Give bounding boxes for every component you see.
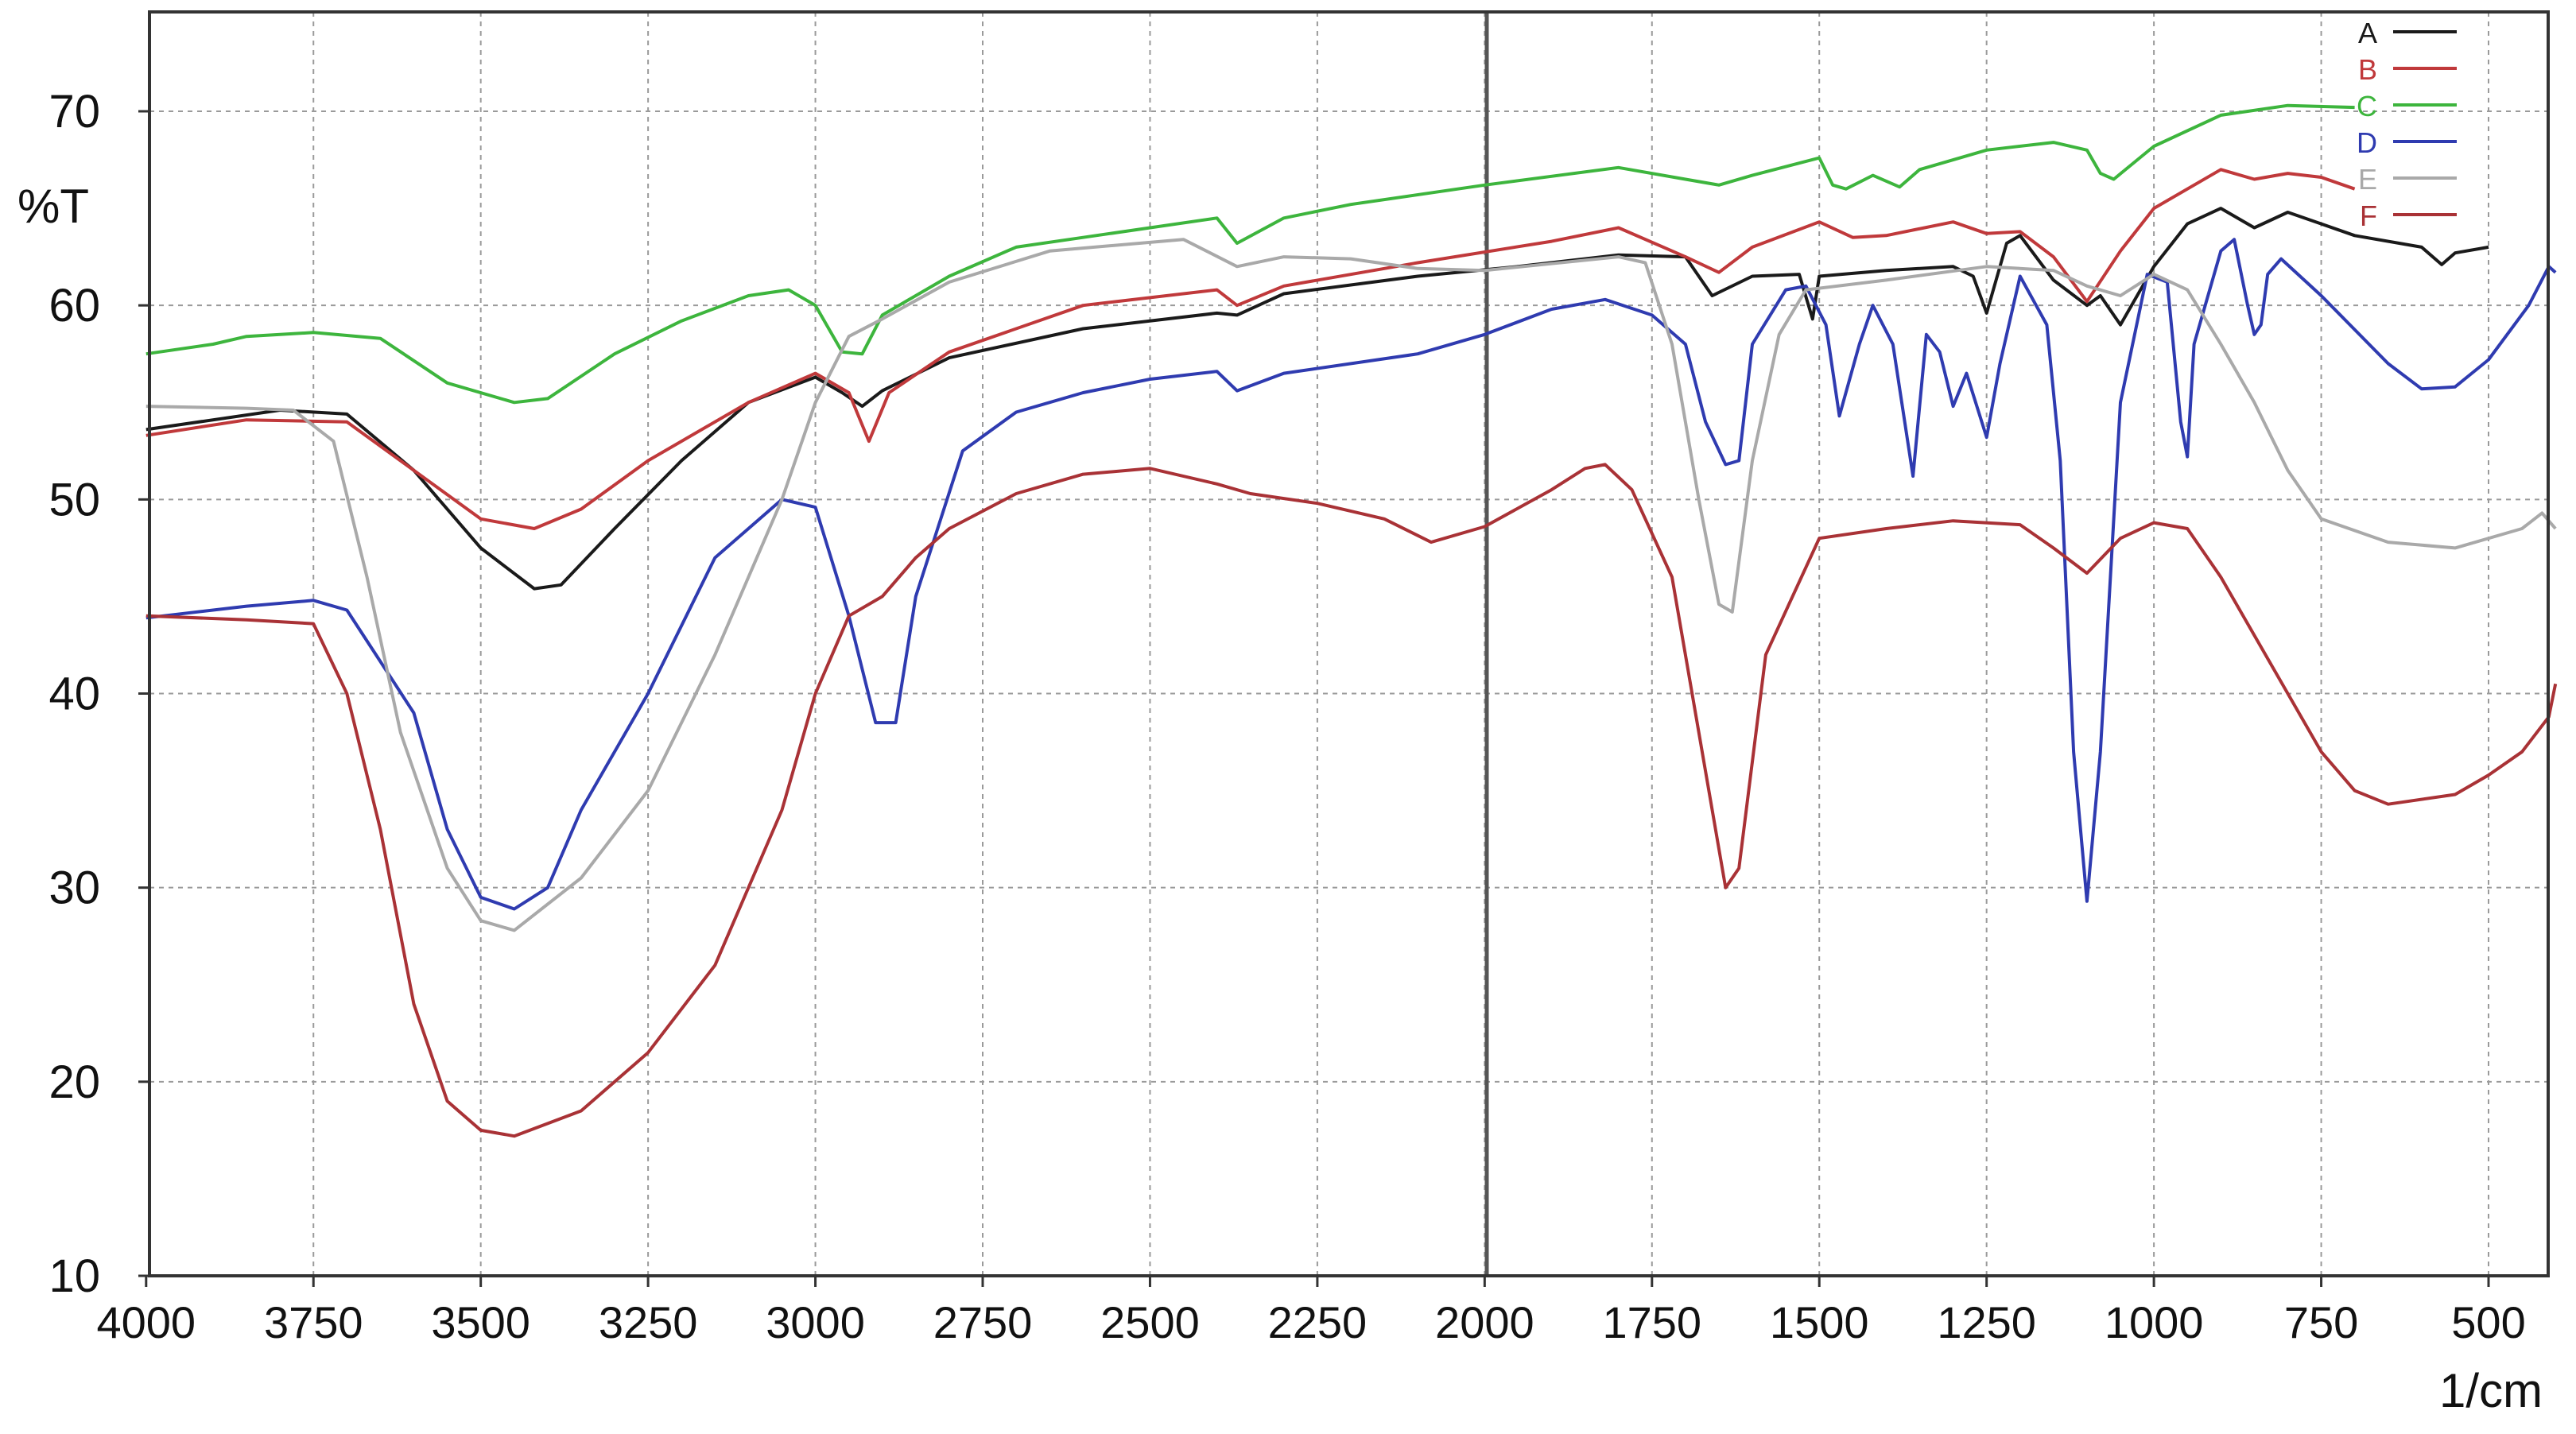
grid (149, 12, 2548, 1276)
y-tick-label: 30 (48, 862, 100, 914)
x-tick-label: 1500 (1770, 1297, 1869, 1347)
x-tick-label: 750 (2284, 1297, 2358, 1347)
series-line-c (145, 103, 2355, 405)
x-tick-label: 1250 (1937, 1297, 2036, 1347)
y-tick-label: 70 (48, 86, 100, 138)
y-tick-label: 20 (48, 1056, 100, 1108)
series-line-d (145, 238, 2557, 911)
series-line-b (145, 168, 2356, 530)
series-layer (145, 103, 2558, 1138)
x-ticks: 4000 3750 3500 3250 3000 2750 2500 2250 2000 1750… (97, 1276, 2526, 1347)
x-tick-label: 3250 (599, 1297, 698, 1347)
x-tick-label: 1000 (2105, 1297, 2204, 1347)
x-tick-label: 3500 (431, 1297, 530, 1347)
x-tick-label: 1750 (1602, 1297, 1701, 1347)
legend-label-c: C (2357, 90, 2377, 122)
x-tick-label: 3000 (766, 1297, 865, 1347)
x-axis-title: 1/cm (2439, 1364, 2543, 1417)
x-tick-label: 4000 (97, 1297, 196, 1347)
y-ticks: 10 20 30 40 50 60 70 (48, 86, 149, 1302)
series-line-a (145, 207, 2489, 591)
x-tick-label: 2750 (933, 1297, 1033, 1347)
plot-frame (148, 10, 2550, 1277)
legend-label-f: F (2360, 200, 2377, 232)
y-tick-label: 50 (48, 474, 100, 525)
x-tick-label: 3750 (264, 1297, 363, 1347)
y-tick-label: 10 (48, 1250, 100, 1302)
plot-background (149, 12, 2548, 1276)
x-tick-label: 500 (2451, 1297, 2525, 1347)
x-tick-label: 2500 (1100, 1297, 1200, 1347)
y-axis-title: %T (17, 180, 89, 233)
y-tick-label: 60 (48, 280, 100, 331)
y-tick-label: 40 (48, 669, 100, 720)
legend-label-b: B (2358, 53, 2377, 86)
legend-label-e: E (2358, 163, 2377, 196)
legend-label-a: A (2358, 17, 2377, 49)
x-tick-label: 2000 (1435, 1297, 1534, 1347)
series-line-f (145, 463, 2558, 1138)
series-line-e (145, 238, 2557, 932)
x-tick-label: 2250 (1268, 1297, 1368, 1347)
legend-label-d: D (2357, 126, 2377, 159)
